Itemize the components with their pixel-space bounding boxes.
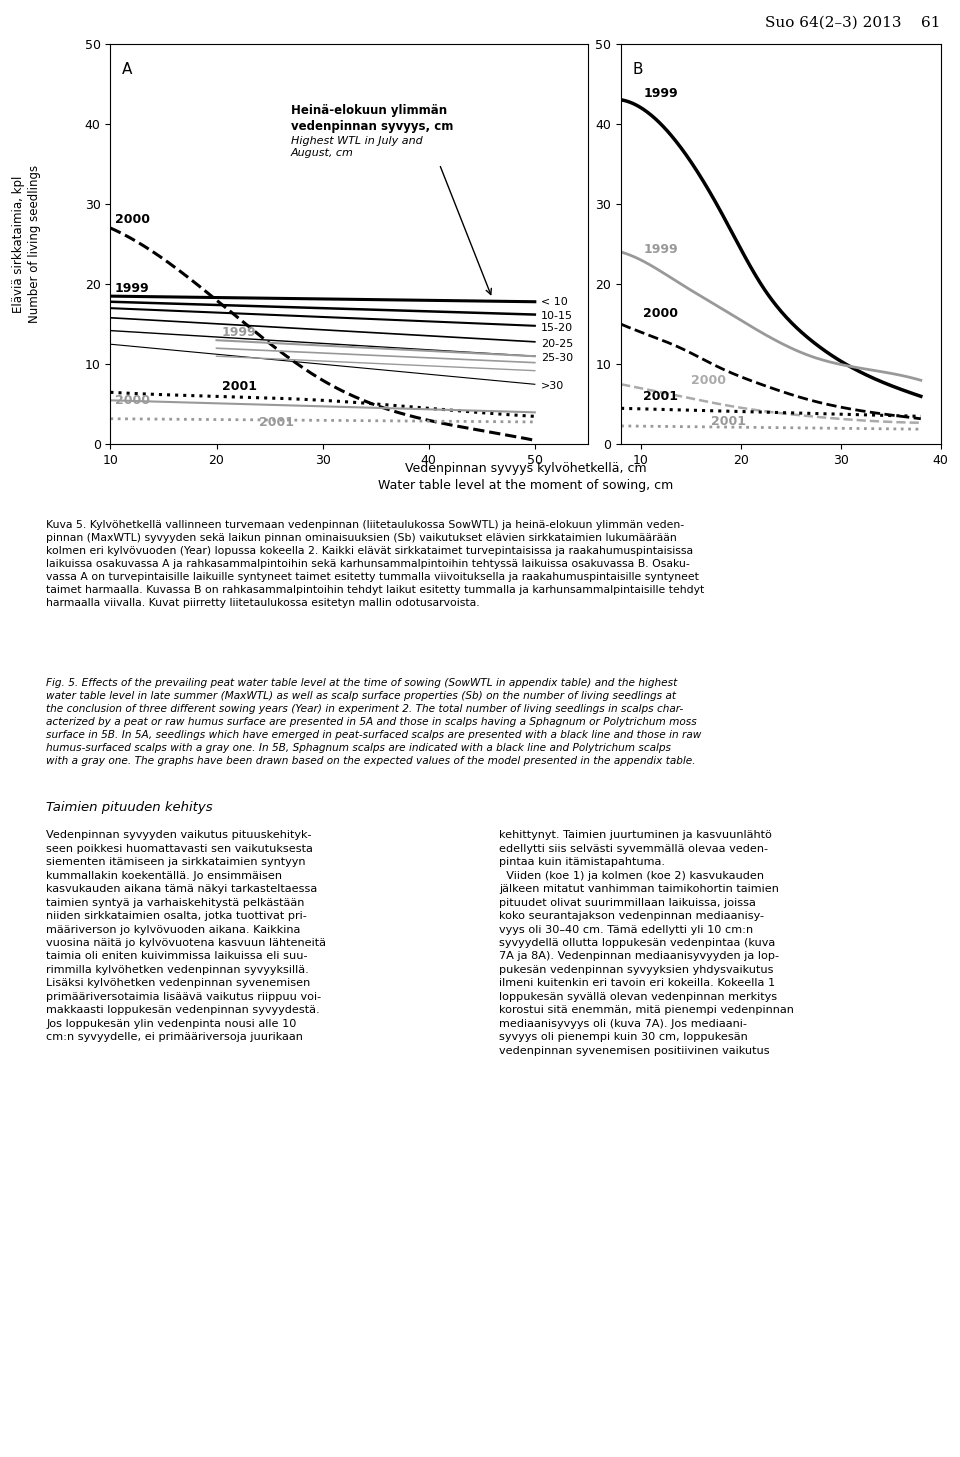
Text: 2001: 2001 — [711, 415, 746, 428]
Text: Fig. 5. Effects of the prevailing peat water table level at the time of sowing (: Fig. 5. Effects of the prevailing peat w… — [46, 678, 702, 766]
Text: >30: >30 — [541, 380, 564, 390]
Text: Eläviä sirkkataimia, kpl
Number of living seedlings: Eläviä sirkkataimia, kpl Number of livin… — [12, 165, 40, 323]
Text: Vedenpinnan syvyyden vaikutus pituuskehityk-
seen poikkesi huomattavasti sen vai: Vedenpinnan syvyyden vaikutus pituuskehi… — [46, 830, 326, 1042]
Text: 2000: 2000 — [114, 395, 150, 408]
Text: 1999: 1999 — [643, 87, 678, 99]
Text: 2001: 2001 — [259, 415, 294, 428]
Text: 1999: 1999 — [114, 283, 149, 296]
Text: 2001: 2001 — [643, 389, 678, 402]
Text: A: A — [122, 61, 132, 77]
Text: 2000: 2000 — [643, 307, 678, 321]
Text: 2001: 2001 — [222, 380, 257, 393]
Text: Highest WTL in July and
August, cm: Highest WTL in July and August, cm — [291, 136, 422, 159]
Text: Taimien pituuden kehitys: Taimien pituuden kehitys — [46, 801, 213, 814]
Text: Vedenpinnan syvyys kylvöhetkellä, cm
Water table level at the moment of sowing, : Vedenpinnan syvyys kylvöhetkellä, cm Wat… — [378, 462, 673, 492]
Text: Heinä-elokuun ylimmän
vedenpinnan syvyys, cm: Heinä-elokuun ylimmän vedenpinnan syvyys… — [291, 103, 453, 133]
Text: 1999: 1999 — [643, 243, 678, 256]
Text: 10-15: 10-15 — [541, 312, 573, 321]
Text: < 10: < 10 — [541, 297, 568, 307]
Text: 25-30: 25-30 — [541, 353, 573, 363]
Text: 2000: 2000 — [691, 373, 726, 386]
Text: 1999: 1999 — [222, 326, 256, 339]
Text: B: B — [633, 61, 643, 77]
Text: 15-20: 15-20 — [541, 323, 573, 334]
Text: kehittynyt. Taimien juurtuminen ja kasvuunlähtö
edellytti siis selvästi syvemmäl: kehittynyt. Taimien juurtuminen ja kasvu… — [499, 830, 794, 1055]
Text: Kuva 5. Kylvöhetkellä vallinneen turvemaan vedenpinnan (liitetaulukossa SowWTL) : Kuva 5. Kylvöhetkellä vallinneen turvema… — [46, 520, 705, 609]
Text: 2000: 2000 — [114, 213, 150, 226]
Text: 20-25: 20-25 — [541, 339, 573, 350]
Text: Suo 64(2–3) 2013    61: Suo 64(2–3) 2013 61 — [765, 15, 941, 29]
